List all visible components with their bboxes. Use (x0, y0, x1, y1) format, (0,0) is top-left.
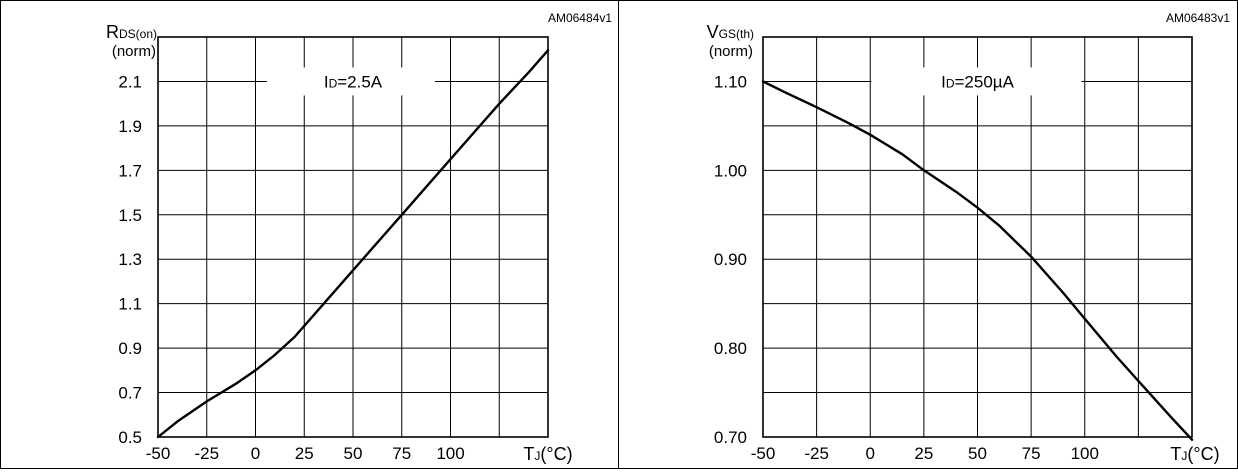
condition-annotation: ID=2.5A (324, 72, 383, 91)
x-tick-label: 100 (1071, 444, 1099, 463)
y-axis-symbol: R (106, 22, 119, 42)
y-axis-unit: (norm) (112, 43, 156, 60)
plot-area-frame (762, 36, 1193, 438)
y-tick-label: 0.7 (118, 384, 142, 403)
x-tick-label: 75 (392, 444, 411, 463)
y-tick-label: 1.1 (118, 295, 142, 314)
y-tick-label: 0.80 (714, 339, 747, 358)
y-axis-label: VGS(th) (707, 22, 754, 42)
y-tick-label: 0.9 (118, 339, 142, 358)
y-axis-symbol: V (707, 22, 719, 42)
panel-vgsth-vs-temperature: ID=250µA 0.70 0.80 0.90 1.00 1.10 -50 -25 0 25 50 7… (707, 11, 1231, 464)
annotation-value: =250µA (954, 72, 1014, 91)
annotation-symbol: I (941, 72, 946, 91)
x-axis-unit: (°C) (1187, 444, 1219, 464)
x-axis-unit: (°C) (540, 444, 572, 464)
x-tick-label: -50 (751, 444, 776, 463)
y-axis-unit: (norm) (709, 43, 753, 60)
x-axis-label: TJ(°C) (523, 444, 572, 464)
y-tick-label: 1.3 (118, 250, 142, 269)
y-tick-label: 1.9 (118, 117, 142, 136)
plot-area-frame (157, 36, 549, 438)
annotation-value: =2.5A (337, 72, 383, 91)
y-tick-label: 1.10 (714, 72, 747, 91)
annotation-background (871, 67, 1082, 96)
y-tick-label: 0.90 (714, 250, 747, 269)
series-line (761, 80, 1194, 441)
x-tick-label: -25 (194, 444, 219, 463)
panel-rdson-vs-temperature: ID=2.5A 0.5 0.7 0.9 1.1 1.3 1.5 1.7 1.9 2.1 -50 -25… (106, 11, 612, 464)
x-tick-label: 50 (968, 444, 987, 463)
annotation-background (267, 67, 435, 96)
x-axis-subscript: J (534, 449, 540, 463)
y-axis-label: RDS(on) (106, 22, 157, 42)
y-tick-label: 1.7 (118, 161, 142, 180)
x-tick-label: 75 (1022, 444, 1041, 463)
y-tick-label: 2.1 (118, 72, 142, 91)
figure-code: AM06484v1 (548, 11, 612, 25)
annotation-subscript: D (329, 76, 338, 90)
x-axis-symbol: T (523, 444, 534, 464)
x-tick-label: 25 (295, 444, 314, 463)
condition-annotation: ID=250µA (941, 72, 1014, 91)
annotation-subscript: D (946, 76, 955, 90)
y-tick-label: 0.70 (714, 428, 747, 447)
y-axis-subscript: DS(on) (119, 27, 157, 41)
x-tick-label: -50 (146, 444, 171, 463)
figure-code: AM06483v1 (1166, 11, 1230, 25)
annotation-symbol: I (324, 72, 329, 91)
x-tick-label: 100 (436, 444, 464, 463)
y-tick-label: 1.5 (118, 206, 142, 225)
y-axis-subscript: GS(th) (719, 27, 754, 41)
x-axis-label: TJ(°C) (1170, 444, 1219, 464)
y-tick-label: 1.00 (714, 161, 747, 180)
x-tick-label: 25 (914, 444, 933, 463)
y-tick-label: 0.5 (118, 428, 142, 447)
x-tick-label: 0 (866, 444, 875, 463)
series-line (156, 49, 550, 439)
x-axis-symbol: T (1170, 444, 1181, 464)
x-tick-label: -25 (804, 444, 829, 463)
x-tick-label: 50 (344, 444, 363, 463)
x-axis-subscript: J (1181, 449, 1187, 463)
x-tick-label: 0 (251, 444, 260, 463)
